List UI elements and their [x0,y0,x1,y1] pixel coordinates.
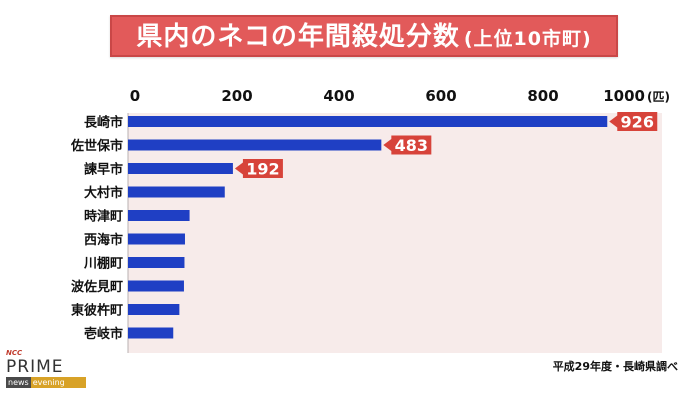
data-label: 926 [621,113,654,132]
chart-title-sub: (上位10市町) [463,28,592,50]
value-callouts: 926 483 192 [234,112,658,179]
bar [128,280,184,292]
value-callout [234,159,283,178]
category-label: 時津町 [84,209,123,225]
logo-strip: news evening [6,377,86,388]
logo-name: PRIME [6,357,64,377]
bar [128,257,185,268]
chart-title-main: 県内のネコの年間殺処分数 [136,22,460,52]
channel-logo: NCC PRIME news evening [6,349,86,388]
bar [128,139,382,151]
category-label: 川棚町 [83,256,123,272]
x-tick-label: 200 [221,87,252,105]
bar [128,327,174,339]
category-label: 壱岐市 [84,326,123,342]
data-label: 192 [246,160,279,179]
chart-title: 県内のネコの年間殺処分数 (上位10市町) [110,15,618,57]
category-label: 東彼杵町 [71,303,123,319]
x-axis-unit: (匹) [647,90,670,104]
x-axis-ticks: 0 200 400 600 800 1000 (匹) [130,87,670,105]
value-callout [609,112,658,131]
x-tick-label: 400 [323,87,354,105]
source-note: 平成29年度・長崎県調べ [552,360,678,373]
bar [128,304,180,315]
x-tick-label: 600 [425,87,456,105]
bar [128,233,185,245]
category-label: 佐世保市 [70,138,123,154]
bar [128,210,190,221]
logo-brand: NCC [6,349,23,357]
x-tick-label: 0 [130,87,140,105]
bars [128,116,608,339]
x-tick-label: 800 [527,87,558,105]
x-tick-label: 1000 [603,87,645,105]
category-label: 西海市 [84,232,123,248]
value-callout [383,135,432,155]
category-label: 大村市 [84,185,123,201]
bar [128,116,608,127]
category-label: 諫早市 [84,162,123,178]
category-label: 長崎市 [84,115,123,131]
category-label: 波佐見町 [71,279,123,295]
logo-tag-evening: evening [30,377,86,388]
bar [128,163,233,174]
bar [128,186,225,198]
data-label: 483 [395,136,428,155]
logo-tag-news: news [6,377,31,388]
